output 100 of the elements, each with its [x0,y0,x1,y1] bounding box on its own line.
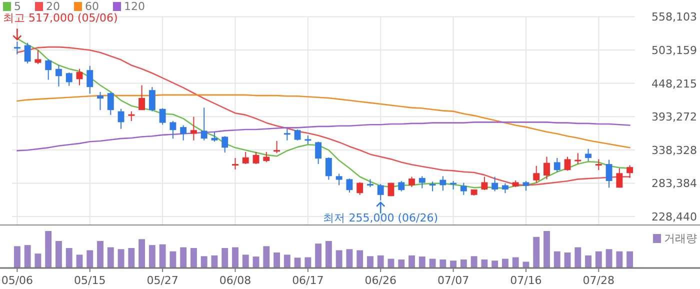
candlestick [56,64,62,87]
bar [356,250,364,268]
candlestick [544,156,550,180]
bar [325,240,332,268]
x-tick-label: 06/08 [219,274,252,287]
candlestick [408,176,415,188]
y-tick-label: 283,384 [652,177,697,190]
candlestick [616,168,623,188]
bar [512,257,519,268]
candlestick [24,42,31,64]
candlestick [148,86,156,112]
candlestick [585,148,592,162]
bar [574,247,582,268]
bar [626,251,634,268]
candlestick [180,124,187,141]
bar [274,252,280,268]
candlestick [14,41,20,55]
candlestick [418,176,426,189]
x-tick-label: 05/06 [1,274,34,287]
x-tick-label: 06/26 [364,274,396,287]
candlestick [336,173,342,186]
y-tick-label: 393,272 [652,110,697,124]
y-tick-label: 338,328 [652,144,697,157]
candlestick [170,120,176,140]
bar [564,252,571,268]
candlestick [34,50,42,65]
candlestick [294,128,301,141]
bar [616,251,623,268]
bar [263,246,270,268]
bar [242,254,249,268]
bar [606,249,612,268]
bar [533,236,540,268]
x-tick-label: 06/17 [292,274,324,287]
bar [440,259,446,268]
bar [377,255,384,268]
x-tick-label: 07/16 [510,274,542,287]
candlestick [554,157,560,172]
bar [128,248,135,268]
candlestick [377,184,384,201]
x-tick-label: 05/15 [74,274,106,287]
candlestick [263,151,270,163]
candlestick [346,178,353,194]
bar [34,254,42,268]
candlestick [522,180,530,192]
bar [408,255,415,268]
candlestick [242,151,249,165]
bar [118,249,124,268]
candlestick [325,156,332,180]
y-tick-label: 558,103 [652,10,697,24]
bar [56,240,62,268]
candlestick [222,136,228,154]
bar [418,256,426,268]
candlestick [564,156,571,172]
bar [284,254,290,268]
candlestick [45,58,52,80]
bar [502,258,508,268]
line-series [16,122,630,152]
candlestick [574,152,582,165]
candlestick [190,116,197,141]
bar [190,248,197,268]
candlestick [118,108,124,130]
legend-label: 5 [14,0,21,13]
bar [14,246,20,268]
candlestick [76,68,83,86]
bar [460,259,467,268]
bar [470,256,478,268]
candlestick [86,65,94,94]
bar [367,256,374,268]
candlestick [97,91,104,111]
bar [450,260,457,268]
annotation: 최저 255,000 (06/26) [323,211,438,224]
bar [232,247,238,268]
candlestick [492,176,498,192]
bar [107,247,114,268]
bar [76,254,83,268]
x-tick-label: 07/07 [437,274,470,287]
bar [544,231,550,268]
bar [294,258,301,268]
bar [138,239,146,268]
bar [315,244,322,268]
candlestick [481,176,488,191]
x-tick-label: 07/28 [582,274,615,287]
candlestick [128,110,135,122]
legend-label: 60 [85,0,99,13]
bar [148,245,156,268]
candlestick [200,107,208,141]
candlestick [66,72,72,86]
bar [159,244,166,268]
candlestick [595,158,602,171]
bar [24,245,31,268]
annotation: 최고 517,000 (05/06) [3,12,118,25]
bar [170,251,176,268]
candlestick [502,182,508,194]
candlestick [315,141,322,165]
bar [45,231,52,268]
candlestick [159,108,166,126]
candlestick [533,165,540,184]
candlestick [138,84,146,111]
candlestick [284,128,290,141]
bar [481,259,488,268]
